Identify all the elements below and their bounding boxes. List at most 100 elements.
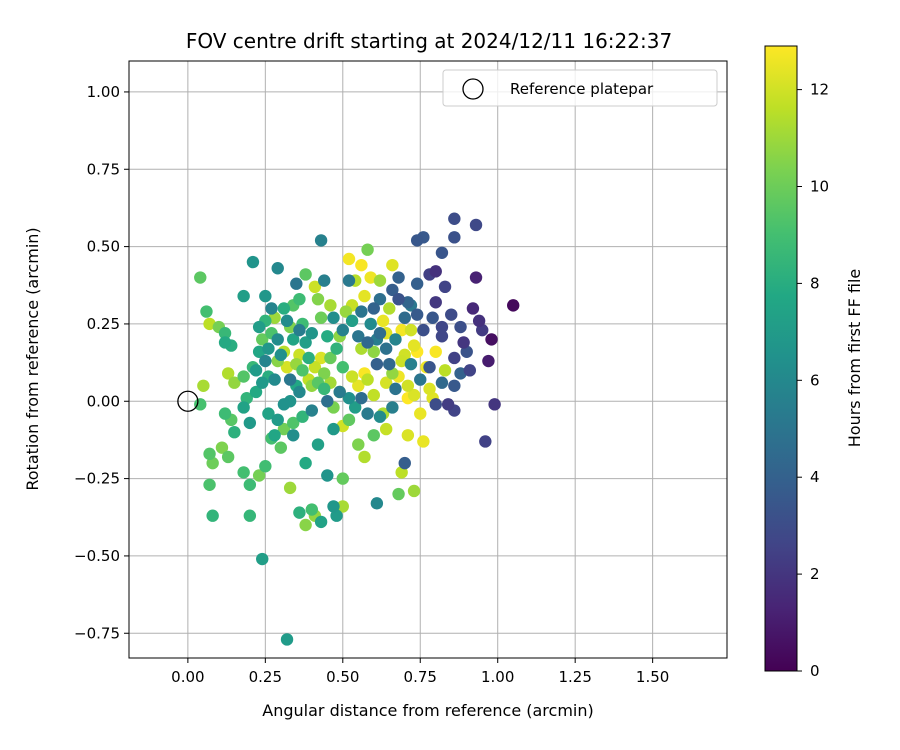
data-point <box>249 385 263 399</box>
data-point <box>386 258 399 272</box>
y-tick-label: −0.75 <box>74 624 120 642</box>
colorbar-tick-label: 2 <box>810 565 820 583</box>
data-point <box>488 398 501 411</box>
data-point <box>318 382 331 396</box>
plot-area: 0.00 0.25 0.50 0.75 1.00 1.25 1.50 1.00 0.75 0.5… <box>74 60 728 686</box>
data-point <box>435 376 449 389</box>
data-point <box>324 351 337 365</box>
data-point <box>417 323 430 337</box>
y-tick-label: −0.25 <box>74 470 120 488</box>
data-point <box>398 311 411 324</box>
data-point <box>277 302 291 315</box>
data-point <box>364 317 377 331</box>
data-point <box>197 379 210 392</box>
data-point <box>249 364 263 377</box>
data-point <box>256 333 269 346</box>
data-point <box>296 410 309 423</box>
data-point <box>454 320 467 334</box>
data-point <box>283 373 297 386</box>
data-point <box>274 441 288 454</box>
data-point <box>438 364 452 377</box>
data-point <box>395 323 408 337</box>
data-point <box>280 633 294 646</box>
data-point <box>361 336 374 349</box>
data-point <box>373 292 387 306</box>
data-point <box>404 323 418 337</box>
y-tick-label: −0.50 <box>74 547 120 565</box>
data-point <box>259 289 272 303</box>
data-point <box>194 398 207 411</box>
data-point <box>268 429 281 442</box>
data-point <box>221 367 235 380</box>
data-point <box>482 354 495 368</box>
data-point <box>293 323 306 337</box>
data-point <box>327 311 340 324</box>
data-point <box>305 327 319 340</box>
data-point <box>373 410 387 423</box>
data-point <box>438 280 452 294</box>
data-point <box>342 413 356 427</box>
data-point <box>407 339 421 352</box>
data-point <box>308 280 322 294</box>
plot-frame <box>128 60 728 659</box>
data-point <box>221 450 235 464</box>
data-point <box>327 500 340 513</box>
data-point <box>352 330 365 343</box>
data-point <box>274 348 288 362</box>
chart-title: FOV centre drift starting at 2024/12/11 … <box>186 29 672 53</box>
data-point <box>361 407 374 420</box>
data-point <box>429 296 442 309</box>
data-point <box>423 361 436 374</box>
plot-background <box>129 61 727 658</box>
data-point <box>237 370 250 383</box>
data-point <box>293 292 306 306</box>
data-point <box>268 373 281 386</box>
data-point <box>299 456 312 470</box>
data-point <box>256 552 269 566</box>
y-axis-ticks: 1.00 0.75 0.50 0.25 0.00 −0.25 −0.50 −0.75 <box>74 83 129 642</box>
x-tick-label: 0.00 <box>171 668 204 686</box>
data-point <box>271 333 284 346</box>
data-point <box>299 268 312 281</box>
data-point <box>280 314 294 328</box>
data-point <box>410 308 424 321</box>
data-point <box>435 330 449 343</box>
data-point <box>318 274 331 287</box>
y-tick-label: 0.25 <box>87 315 120 333</box>
data-point <box>383 302 396 315</box>
data-point <box>203 447 216 461</box>
data-point <box>376 314 390 328</box>
legend-box <box>442 69 718 107</box>
legend: Reference platepar <box>442 69 718 107</box>
y-tick-label: 0.50 <box>87 238 120 256</box>
colorbar: 0 2 4 6 8 10 12 Hours from first FF file <box>764 45 864 680</box>
data-point <box>330 342 343 355</box>
data-point <box>355 305 368 318</box>
colorbar-tick-label: 6 <box>810 371 820 389</box>
data-point <box>314 351 328 365</box>
data-point <box>218 407 232 420</box>
data-point <box>404 357 418 371</box>
data-point <box>262 342 275 355</box>
data-point <box>333 385 346 399</box>
legend-marker-icon <box>462 78 484 100</box>
data-point <box>314 311 328 324</box>
x-tick-label: 0.25 <box>249 668 282 686</box>
colorbar-label: Hours from first FF file <box>845 269 864 448</box>
data-point <box>314 515 328 529</box>
data-point <box>287 416 300 430</box>
data-point <box>367 388 380 402</box>
data-point <box>345 370 359 383</box>
data-point <box>355 258 368 272</box>
data-point <box>237 401 250 414</box>
data-point <box>386 401 399 414</box>
data-point <box>410 277 424 290</box>
data-point <box>293 506 306 519</box>
data-point <box>237 289 250 303</box>
data-point <box>336 361 349 374</box>
data-point <box>252 469 266 482</box>
data-point <box>361 373 374 386</box>
colorbar-tick-label: 0 <box>810 662 820 680</box>
data-point <box>392 271 405 284</box>
data-point <box>218 327 232 340</box>
